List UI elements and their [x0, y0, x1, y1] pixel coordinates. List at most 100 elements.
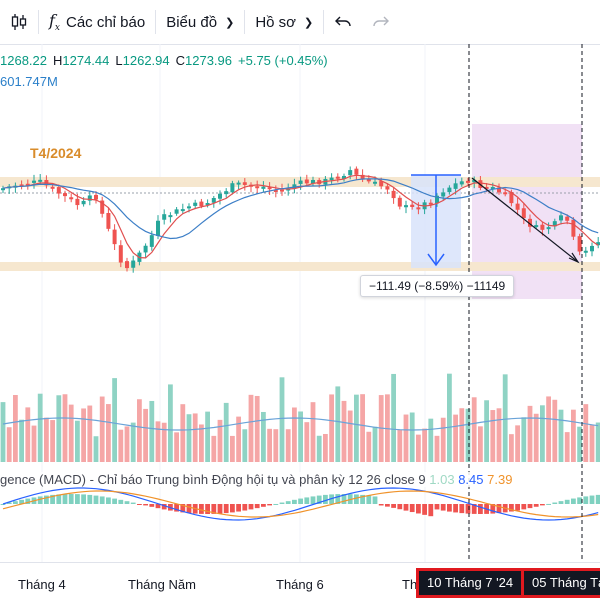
candle-body [199, 201, 204, 207]
chevron-down-icon: ❯ [225, 16, 235, 29]
volume-bar [347, 410, 353, 462]
candle-body [404, 205, 408, 208]
macd-bar [546, 503, 551, 505]
candle-body [87, 195, 92, 201]
change-value: +5.75 (+0.45%) [238, 53, 328, 68]
macd-bar [199, 504, 204, 514]
macd-bar [577, 497, 582, 504]
macd-bar [552, 502, 558, 504]
macd-bar [13, 501, 18, 504]
volume-bar [118, 429, 124, 462]
volume-bar [75, 420, 80, 462]
volume-bar [304, 422, 310, 462]
volume-bar [124, 426, 130, 462]
candle-body [106, 213, 111, 229]
volume-bar [341, 400, 347, 462]
trend-line [471, 177, 579, 263]
candle-body [261, 186, 266, 189]
volume-bar [298, 411, 303, 462]
macd-bar [254, 504, 260, 509]
candle-body [149, 235, 154, 247]
indicators-button[interactable]: fx Các chỉ báo [39, 0, 155, 44]
macd-bar [360, 494, 365, 504]
macd-bar [285, 501, 291, 504]
candle-body [565, 216, 570, 221]
macd-bar [341, 494, 347, 504]
volume-bar [310, 402, 316, 462]
xaxis-label-july: Th [402, 577, 418, 592]
volume-bar [130, 422, 136, 462]
candle-body [218, 193, 222, 199]
close-value: 1273.96 [185, 53, 233, 68]
undo-button[interactable] [324, 0, 362, 44]
macd-bar [124, 501, 130, 504]
redo-icon [373, 16, 390, 27]
profile-button[interactable]: Hồ sơ ❯ [245, 0, 323, 44]
macd-bar [211, 504, 217, 514]
candle-body [255, 186, 260, 189]
macd-line [2, 487, 599, 521]
low-value: 1262.94 [122, 53, 170, 68]
macd-bar [378, 504, 384, 506]
candle-body [379, 181, 384, 187]
volume-bar [422, 428, 427, 462]
volume-bar [403, 414, 409, 462]
candle-body [410, 204, 415, 207]
volume-bar [180, 404, 186, 462]
candle-body [447, 187, 452, 193]
volume-bar [533, 413, 539, 462]
candle-body [131, 260, 136, 268]
volume-bar [112, 378, 117, 462]
top-toolbar: fx Các chỉ báo Biểu đồ ❯ Hồ sơ ❯ [0, 0, 600, 45]
candle-body [230, 183, 235, 193]
crosshair-date-label-1: 10 Tháng 7 '24 [415, 568, 525, 598]
volume-bar [416, 434, 421, 462]
macd-bar [403, 504, 409, 511]
candle-body [156, 220, 160, 237]
time-axis[interactable]: Tháng 4 Tháng Năm Tháng 6 Th 10 Tháng 7 … [0, 562, 600, 601]
candle-body [112, 229, 117, 245]
macd-bar [372, 496, 378, 504]
close-key: C [175, 53, 186, 68]
volume-bar [50, 420, 55, 462]
macd-bar [583, 496, 589, 504]
volume-bar [552, 399, 558, 462]
macd-bar [93, 495, 99, 504]
volume-bar [149, 400, 155, 462]
macd-bar [558, 501, 564, 504]
candle-body [416, 207, 421, 210]
macd-bar [447, 504, 452, 512]
price-chart[interactable] [0, 44, 600, 562]
macd-bar [75, 494, 80, 504]
volume-bar [217, 419, 223, 462]
candle-body [50, 186, 55, 189]
macd-bar [137, 504, 142, 505]
volume-bar [267, 428, 272, 462]
candle-body [435, 195, 439, 204]
volume-bar [25, 407, 31, 462]
signal-line [2, 490, 599, 518]
fx-icon: fx [49, 10, 60, 34]
macd-bar [149, 504, 155, 507]
chart-type-button[interactable]: Biểu đồ ❯ [156, 0, 244, 44]
chart-style-button[interactable] [0, 0, 38, 44]
macd-bar [564, 499, 570, 504]
volume-bar [335, 386, 341, 462]
volume-bar [521, 417, 527, 462]
macd-bar [50, 494, 55, 504]
candle-body [81, 200, 86, 205]
macd-bar [409, 504, 415, 513]
macd-bar [186, 504, 192, 514]
chevron-down-icon: ❯ [304, 16, 314, 29]
candle-body [94, 194, 98, 200]
volume-bar [174, 432, 179, 462]
xaxis-label-may: Tháng Năm [128, 577, 196, 592]
volume-bar [186, 414, 192, 462]
macd-bar [0, 504, 6, 505]
candle-body [528, 218, 532, 227]
redo-button[interactable] [362, 0, 400, 44]
candle-body [373, 181, 377, 184]
macd-bar [416, 504, 421, 514]
candle-body [280, 189, 284, 192]
candle-body [577, 236, 582, 252]
